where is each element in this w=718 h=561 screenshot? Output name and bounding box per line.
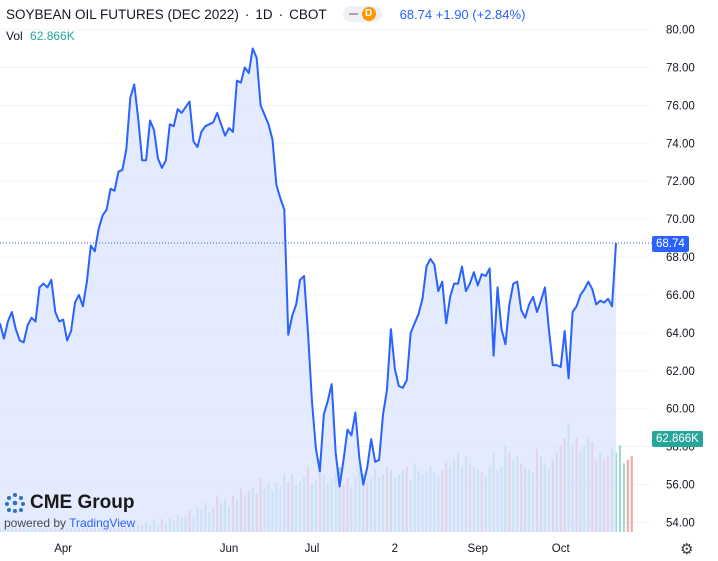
price-area-fill	[0, 48, 616, 532]
y-tick-label: 62.00	[666, 366, 695, 378]
volume-bar	[618, 445, 622, 532]
y-tick-label: 76.00	[666, 100, 695, 112]
delayed-badge: D	[361, 7, 376, 21]
x-tick-label: Oct	[552, 543, 571, 555]
gear-icon[interactable]: ⚙	[680, 541, 694, 558]
y-tick-label: 72.00	[666, 176, 695, 188]
cme-logo: CME Group	[4, 492, 135, 514]
x-tick-label: 2	[392, 543, 398, 555]
volume-tag: 62.866K	[652, 431, 703, 447]
dash-icon	[348, 13, 358, 15]
powered-by: powered by TradingView	[4, 516, 136, 530]
branding[interactable]: CME Group powered by TradingView	[4, 492, 135, 530]
x-tick-label: Apr	[54, 543, 72, 555]
tradingview-wordmark: TradingView	[69, 516, 136, 530]
volume-bar	[630, 456, 633, 532]
chart-title: SOYBEAN OIL FUTURES (DEC 2022)	[6, 6, 239, 22]
y-tick-label: 74.00	[666, 138, 695, 150]
x-tick-label: Sep	[468, 543, 488, 555]
exchange-label: CBOT	[289, 6, 327, 22]
y-tick-label: 78.00	[666, 62, 695, 74]
y-tick-label: 60.00	[666, 404, 695, 416]
y-tick-label: 54.00	[666, 518, 695, 530]
volume-label: Vol	[6, 29, 23, 43]
chart-header: SOYBEAN OIL FUTURES (DEC 2022) · 1D · CB…	[6, 6, 526, 22]
x-tick-label: Jun	[220, 543, 239, 555]
interval-label[interactable]: 1D	[255, 6, 273, 22]
y-tick-label: 66.00	[666, 290, 695, 302]
last-price: 68.74	[399, 6, 433, 22]
quote-readout: 68.74 +1.90 (+2.84%)	[400, 7, 526, 22]
globe-dots-icon	[5, 493, 25, 513]
volume-value: 62.866K	[30, 29, 75, 43]
y-axis: 54.0056.0058.0060.0062.0064.0066.0068.00…	[666, 24, 695, 529]
market-status-pill[interactable]: D	[342, 6, 382, 22]
last-price-tag: 68.74	[652, 236, 689, 252]
cme-wordmark: CME Group	[30, 492, 135, 513]
y-tick-label: 70.00	[666, 214, 695, 226]
price-change: +1.90	[435, 6, 469, 22]
volume-bar	[626, 459, 629, 532]
volume-legend: Vol 62.866K	[6, 29, 75, 43]
y-tick-label: 68.00	[666, 252, 695, 264]
price-line	[0, 47, 617, 488]
x-tick-label: Jul	[305, 543, 320, 555]
x-axis: Apr Jun Jul 2 Sep Oct	[54, 543, 570, 555]
price-change-pct: (+2.84%)	[472, 6, 526, 22]
volume-bar	[622, 463, 625, 532]
y-tick-label: 64.00	[666, 328, 695, 340]
y-tick-label: 80.00	[666, 24, 695, 36]
y-tick-label: 56.00	[666, 480, 695, 492]
